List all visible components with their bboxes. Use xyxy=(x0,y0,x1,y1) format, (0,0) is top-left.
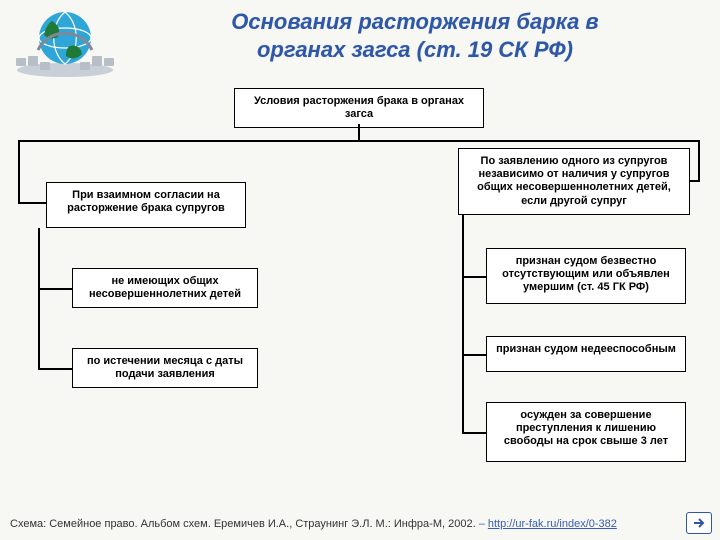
title-line-2: органах загса (ст. 19 СК РФ) xyxy=(257,37,573,62)
footer-link[interactable]: http://ur-fak.ru/index/0-382 xyxy=(488,518,617,530)
connector-12 xyxy=(462,432,486,434)
page-title: Основания расторжения барка в органах за… xyxy=(120,6,710,63)
header: Основания расторжения барка в органах за… xyxy=(10,6,710,78)
connector-8 xyxy=(38,368,72,370)
node-root: Условия расторжения брака в органах загс… xyxy=(234,88,484,128)
footer-citation: Схема: Семейное право. Альбом схем. Ерем… xyxy=(10,518,710,530)
connector-6 xyxy=(38,288,72,290)
connector-10 xyxy=(462,276,486,278)
footer-dash: – xyxy=(479,518,488,530)
node-left3: по истечении месяца с даты подачи заявле… xyxy=(72,348,258,388)
connector-2 xyxy=(18,140,20,202)
diagram-canvas: Условия расторжения брака в органах загс… xyxy=(14,88,706,496)
connector-7 xyxy=(38,228,40,368)
arrow-right-icon xyxy=(692,516,706,530)
connector-0 xyxy=(18,140,698,142)
footer-text: Схема: Семейное право. Альбом схем. Ерем… xyxy=(10,518,479,530)
node-right1: По заявлению одного из супругов независи… xyxy=(458,148,690,215)
connector-3 xyxy=(18,202,46,204)
next-button[interactable] xyxy=(686,512,712,534)
node-right4: осужден за совершение преступления к лиш… xyxy=(486,402,686,462)
connector-11 xyxy=(462,354,486,356)
globe-icon xyxy=(10,6,120,78)
node-left2: не имеющих общих несовершеннолетних дете… xyxy=(72,268,258,308)
title-line-1: Основания расторжения барка в xyxy=(231,9,598,34)
connector-9 xyxy=(462,214,464,432)
connector-1 xyxy=(358,124,360,140)
connector-4 xyxy=(698,140,700,180)
node-right2: признан судом безвестно отсутствующим ил… xyxy=(486,248,686,304)
node-right3: признан судом недееспособным xyxy=(486,336,686,372)
node-left1: При взаимном согласии на расторжение бра… xyxy=(46,182,246,228)
connector-5 xyxy=(690,180,700,182)
